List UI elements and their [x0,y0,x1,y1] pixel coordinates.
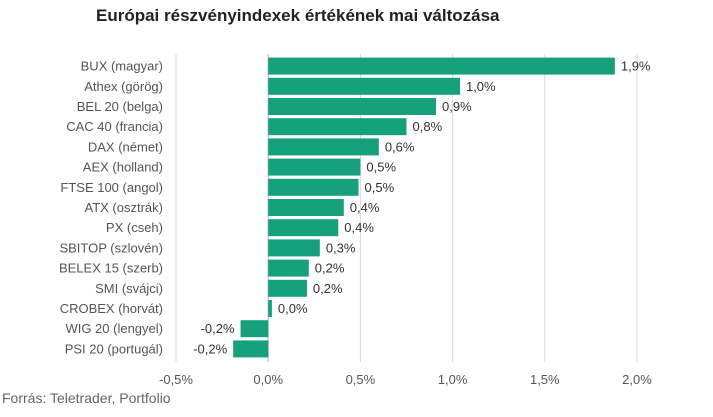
data-label: 0,0% [278,301,308,316]
bar [268,279,307,297]
data-label: -0,2% [193,341,227,356]
bar [240,320,269,338]
data-label: 0,2% [313,281,343,296]
chart-title: Európai részvényindexek értékének mai vá… [96,6,500,25]
data-label: 1,0% [466,79,496,94]
category-label: FTSE 100 (angol) [60,180,163,195]
x-tick-label: 0,0% [253,372,283,387]
category-label: PX (cseh) [106,220,163,235]
category-label: WIG 20 (lengyel) [65,321,163,336]
bar [268,118,407,136]
bar [268,98,437,115]
data-label: 0,2% [315,261,345,276]
data-label: 0,8% [413,119,443,134]
bar [268,57,615,75]
source-note: Forrás: Teletrader, Portfolio [2,390,171,406]
data-label: 0,4% [344,220,374,235]
bar [268,199,344,216]
category-label: SMI (svájci) [95,281,163,296]
data-label: 0,5% [365,180,395,195]
data-label: 0,6% [385,139,415,154]
bar [268,158,361,176]
bar [233,340,269,358]
data-label: 0,9% [442,99,472,114]
data-label: -0,2% [201,321,235,336]
category-label: AEX (holland) [83,160,163,175]
category-label: BELEX 15 (szerb) [59,261,163,276]
bar [268,178,359,196]
x-tick-label: 1,0% [438,372,468,387]
category-label: ATX (osztrák) [85,200,164,215]
category-label: CAC 40 (francia) [66,119,163,134]
x-tick-label: 2,0% [622,372,652,387]
x-tick-label: -0,5% [159,372,193,387]
bar [268,77,460,95]
x-tick-label: 0,5% [346,372,376,387]
x-tick-label: 1,5% [530,372,560,387]
bar [268,138,379,156]
category-label: Athex (görög) [84,79,163,94]
data-label: 0,3% [326,240,356,255]
data-label: 0,5% [366,160,396,175]
data-label: 0,4% [350,200,380,215]
category-label: SBITOP (szlovén) [59,240,163,255]
bar [268,300,272,317]
category-label: BEL 20 (belga) [77,99,163,114]
category-label: PSI 20 (portugál) [65,341,163,356]
category-label: BUX (magyar) [81,59,163,74]
data-label: 1,9% [621,59,651,74]
bar [268,219,339,237]
category-label: CROBEX (horvát) [60,301,163,316]
category-label: DAX (német) [88,139,163,154]
bar [268,259,309,277]
bar [268,239,320,257]
